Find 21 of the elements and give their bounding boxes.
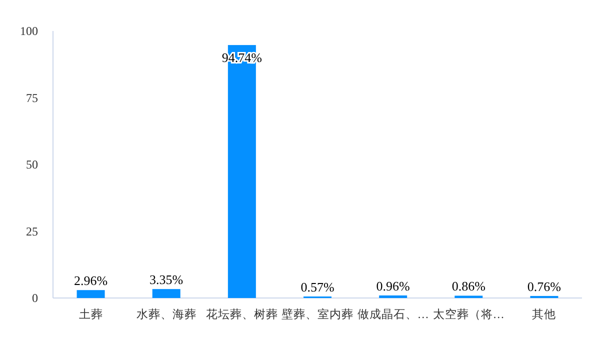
x-tick-label: 花坛葬、树葬	[206, 308, 278, 321]
x-tick-label: 土葬	[78, 308, 103, 321]
x-tick-label: 做成晶石、…	[357, 308, 429, 321]
y-tick-label: 25	[26, 224, 38, 238]
data-label: 0.57%	[300, 279, 334, 294]
x-tick-label: 壁葬、室内葬	[282, 307, 354, 321]
data-label: 2.96%	[74, 273, 108, 288]
bar	[76, 290, 105, 298]
x-tick-label: 水葬、海葬	[136, 308, 196, 321]
y-tick-label: 75	[26, 90, 38, 105]
data-label: 0.96%	[376, 278, 410, 294]
bar	[379, 295, 408, 298]
data-label: 0.76%	[527, 278, 562, 294]
y-tick-label: 50	[26, 158, 38, 172]
x-tick-label: 其他	[532, 308, 556, 321]
y-tick-label: 100	[20, 24, 38, 38]
bar	[152, 289, 180, 298]
y-tick-label: 0	[32, 291, 38, 305]
data-label: 3.35%	[150, 272, 184, 288]
data-label: 0.86%	[452, 278, 486, 294]
x-tick-label: 太空葬（将…	[432, 307, 504, 321]
